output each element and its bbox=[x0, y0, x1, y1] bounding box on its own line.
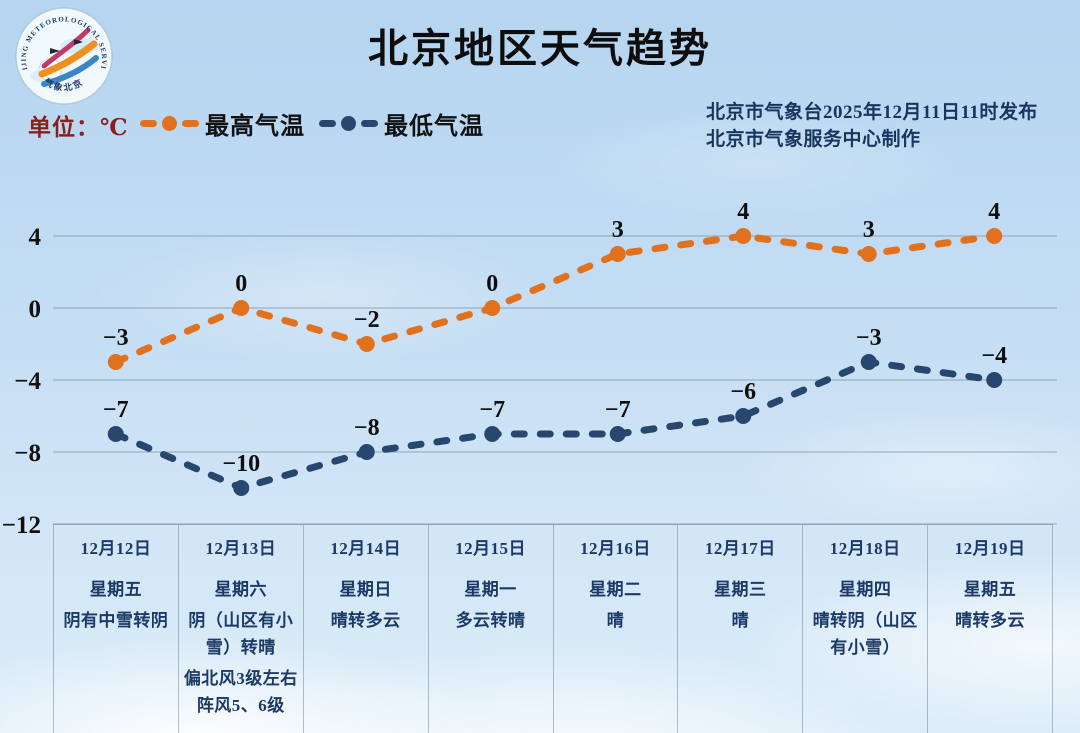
data-point-label: −2 bbox=[354, 307, 380, 333]
data-point-label: −6 bbox=[730, 379, 756, 405]
crimson-swoosh bbox=[41, 27, 91, 69]
blue-swoosh bbox=[41, 55, 99, 87]
forecast-table: 12月12日 星期五 阴有中雪转阴 12月13日 星期六 阴（山区有小雪）转晴 偏北风3级左… bbox=[53, 524, 1053, 733]
forecast-weekday: 星期四 bbox=[838, 580, 892, 599]
data-point bbox=[860, 246, 877, 262]
data-point-label: 4 bbox=[988, 199, 1000, 225]
forecast-date: 12月16日 bbox=[579, 539, 651, 558]
low-temp-line-marker bbox=[319, 116, 378, 131]
forecast-weather: 偏北风3级左右 阵风5、6级 bbox=[183, 669, 298, 715]
forecast-column: 12月17日 星期三晴 bbox=[678, 525, 804, 733]
orange-swoosh bbox=[38, 40, 98, 78]
data-point-label: −7 bbox=[605, 397, 631, 423]
legend-label-high: 最高气温 bbox=[205, 114, 305, 140]
forecast-date: 12月15日 bbox=[455, 539, 527, 558]
unit-label: 单位：℃ bbox=[28, 115, 129, 140]
data-point bbox=[233, 480, 250, 496]
legend-item-high: 最高气温 bbox=[140, 106, 305, 141]
page-title: 北京地区天气趋势 bbox=[368, 26, 712, 71]
forecast-date: 12月12日 bbox=[80, 539, 152, 558]
forecast-weather: 多云转晴 bbox=[455, 611, 526, 630]
forecast-weekday: 星期五 bbox=[963, 580, 1017, 599]
y-axis-tick: −12 bbox=[2, 512, 41, 539]
forecast-weather: 晴转阴（山区有小雪） bbox=[812, 611, 918, 657]
data-point bbox=[986, 228, 1003, 244]
low-temp-line bbox=[112, 358, 998, 492]
forecast-weekday: 星期二 bbox=[589, 580, 642, 599]
forecast-weather: 晴转多云 bbox=[330, 611, 401, 630]
data-point bbox=[735, 408, 752, 424]
high-temp-line-marker bbox=[140, 116, 199, 131]
data-point-label: 0 bbox=[486, 271, 498, 297]
forecast-column: 12月13日 星期六阴（山区有小雪）转晴 偏北风3级左右 阵风5、6级 bbox=[179, 525, 304, 733]
data-point-label: −4 bbox=[981, 343, 1007, 369]
forecast-weekday: 星期一 bbox=[464, 580, 517, 599]
forecast-date: 12月19日 bbox=[954, 539, 1026, 558]
forecast-weekday: 星期三 bbox=[714, 580, 767, 599]
data-point bbox=[358, 444, 375, 460]
forecast-weather: 阴（山区有小雪）转晴 bbox=[188, 611, 294, 657]
y-axis-tick: −8 bbox=[14, 440, 41, 467]
forecast-column: 12月12日 星期五阴有中雪转阴 bbox=[54, 525, 179, 733]
forecast-column: 12月18日 星期四晴转阴（山区有小雪） bbox=[803, 525, 929, 733]
forecast-date: 12月14日 bbox=[330, 539, 402, 558]
forecast-column: 12月14日 星期日晴转多云 bbox=[304, 525, 429, 733]
legend-label-low: 最低气温 bbox=[384, 114, 484, 140]
forecast-weather: 晴 bbox=[731, 611, 750, 630]
forecast-weather: 晴 bbox=[606, 611, 625, 630]
forecast-date: 12月18日 bbox=[829, 539, 901, 558]
forecast-weekday: 星期六 bbox=[214, 580, 268, 599]
publisher-line-1: 北京市气象台2025年12月11日11时发布 bbox=[706, 102, 1038, 123]
data-point-label: −10 bbox=[222, 451, 260, 477]
forecast-weekday: 星期五 bbox=[89, 580, 143, 599]
data-point-label: −7 bbox=[103, 397, 129, 423]
beijing-meteorological-service-logo: BEIJING METEOROLOGICAL SERVICE 气象北京 bbox=[14, 6, 113, 105]
data-point-label: −8 bbox=[354, 415, 380, 441]
legend: 最高气温 最低气温 bbox=[140, 106, 484, 141]
forecast-column: 12月15日 星期一多云转晴 bbox=[429, 525, 554, 733]
data-point bbox=[735, 228, 752, 244]
data-point bbox=[233, 300, 250, 316]
forecast-column: 12月16日 星期二晴 bbox=[554, 525, 679, 733]
arrow-icon bbox=[50, 48, 60, 54]
publisher-line-2: 北京市气象服务中心制作 bbox=[706, 129, 921, 150]
forecast-weekday: 星期日 bbox=[339, 580, 392, 599]
data-point bbox=[107, 426, 124, 442]
forecast-column: 12月19日 星期五晴转多云 bbox=[928, 525, 1053, 733]
forecast-date: 12月13日 bbox=[205, 539, 277, 558]
data-point bbox=[358, 336, 375, 352]
data-point bbox=[609, 426, 626, 442]
data-point-label: −7 bbox=[479, 397, 505, 423]
data-point bbox=[484, 300, 501, 316]
y-axis-tick: 4 bbox=[29, 224, 42, 251]
arrow-icon bbox=[74, 39, 83, 45]
data-point bbox=[860, 354, 877, 370]
data-point bbox=[107, 354, 124, 370]
data-point-label: −3 bbox=[856, 325, 882, 351]
high-temp-line bbox=[112, 232, 998, 366]
forecast-weather: 阴有中雪转阴 bbox=[63, 611, 169, 630]
data-point bbox=[609, 246, 626, 262]
publisher-info: 北京市气象台2025年12月11日11时发布 北京市气象服务中心制作 bbox=[706, 99, 1038, 153]
data-point bbox=[986, 372, 1003, 388]
data-point-label: 4 bbox=[737, 199, 749, 225]
legend-item-low: 最低气温 bbox=[319, 106, 484, 141]
data-point-label: 3 bbox=[612, 217, 624, 243]
data-point-label: −3 bbox=[103, 325, 129, 351]
data-point-label: 0 bbox=[235, 271, 247, 297]
data-point-label: 3 bbox=[863, 217, 875, 243]
forecast-weather: 晴转多云 bbox=[955, 611, 1026, 630]
y-axis-tick: −4 bbox=[14, 368, 41, 395]
y-axis-tick: 0 bbox=[29, 296, 42, 323]
data-point bbox=[484, 426, 501, 442]
forecast-date: 12月17日 bbox=[704, 539, 776, 558]
